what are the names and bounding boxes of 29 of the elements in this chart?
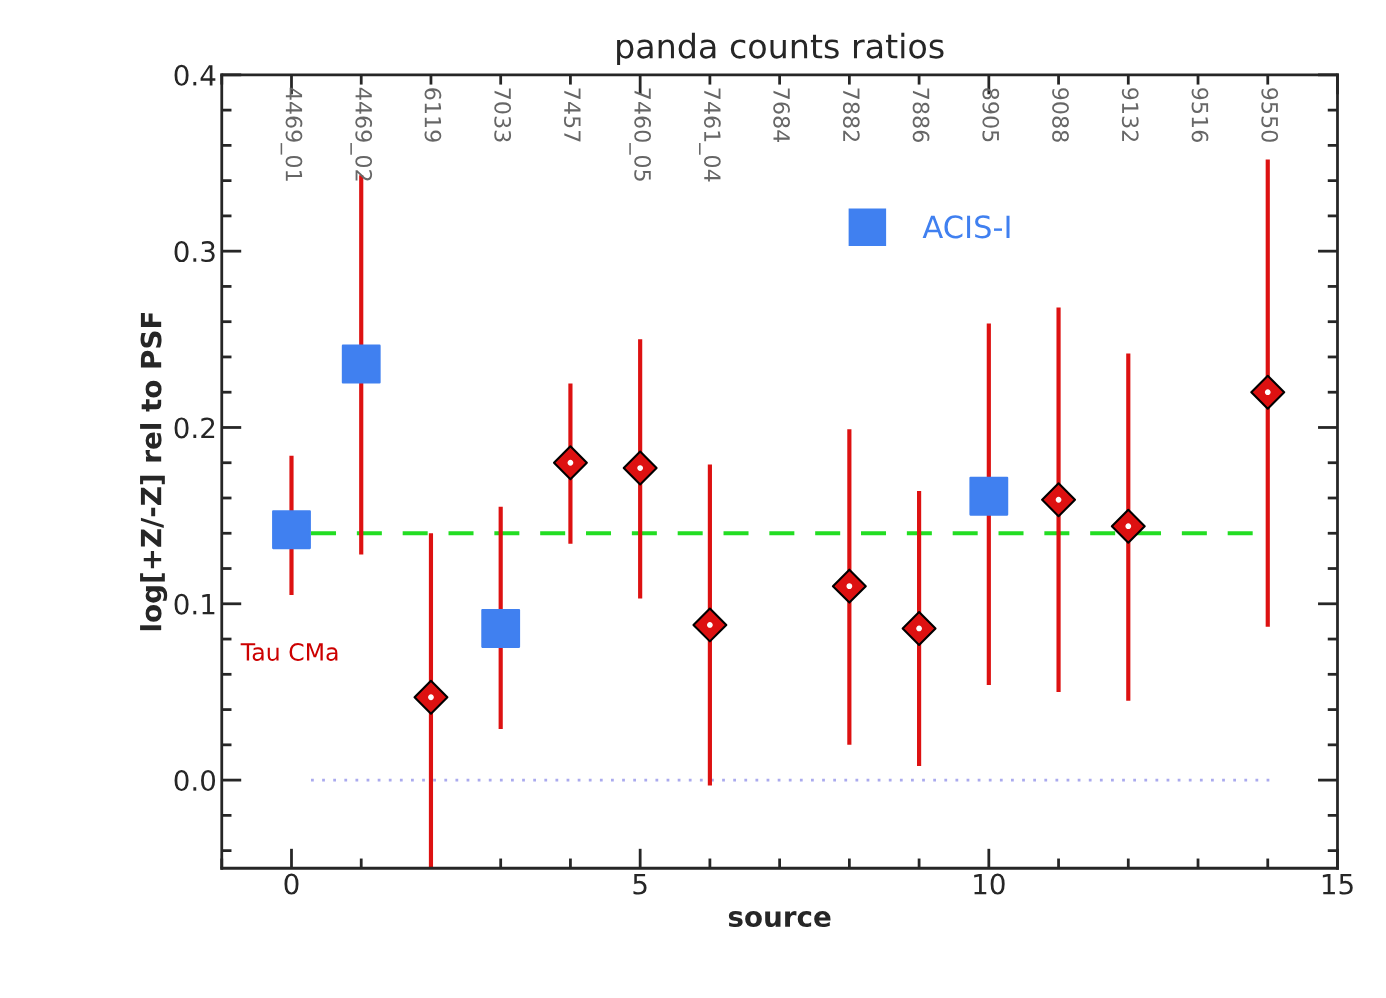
y-axis-title: log[+Z/-Z] rel to PSF: [140, 312, 168, 631]
annotation: 7684: [773, 88, 790, 143]
x-tick-label: 5: [633, 873, 647, 895]
annotation: 9132: [1121, 88, 1139, 142]
annotation: 9088: [1052, 88, 1069, 142]
y-tick-label: 0.0: [174, 770, 216, 792]
annotation: 9550: [1261, 88, 1279, 142]
legend-label: ACIS-I: [922, 215, 1010, 239]
x-tick-label: 10: [974, 873, 1005, 895]
annotation: 4469_01: [280, 87, 303, 181]
annotation: 7882: [842, 88, 860, 142]
x-tick-label: 15: [1322, 873, 1353, 895]
annotation: 7886: [912, 88, 930, 142]
y-tick-label: 0.2: [174, 417, 215, 439]
annotation: 7460_05: [629, 88, 652, 181]
annotation: Tau CMa: [240, 643, 338, 661]
annotation: 9516: [1191, 88, 1209, 142]
x-axis-title: source: [728, 911, 831, 928]
x-tick-label: 0: [284, 873, 299, 895]
annotation: 7457: [563, 88, 581, 142]
chart-title: panda counts ratios: [617, 32, 944, 66]
annotation: 4469_02: [350, 87, 373, 181]
y-tick-label: 0.4: [174, 64, 216, 86]
annotation: 6119: [424, 88, 442, 142]
y-tick-label: 0.3: [174, 241, 215, 263]
y-tick-label: 0.1: [174, 593, 215, 615]
annotation: 8905: [982, 88, 1000, 142]
annotation: 7461_04: [699, 88, 721, 182]
annotation: 7033: [494, 88, 512, 142]
